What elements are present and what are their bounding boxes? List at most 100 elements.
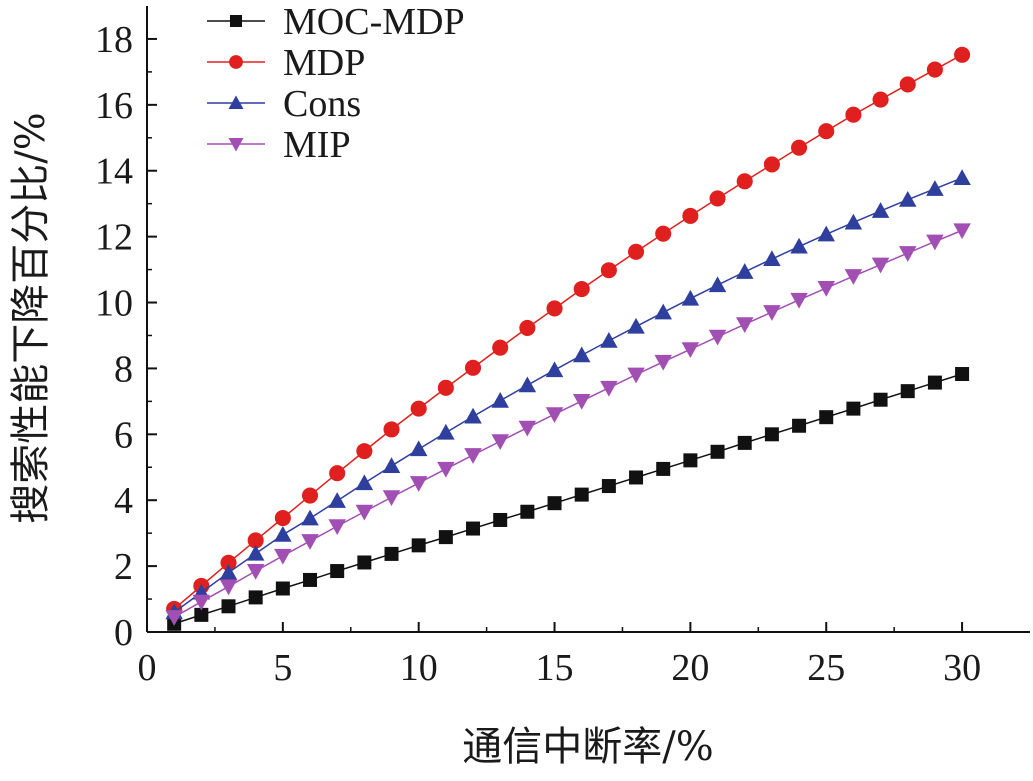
data-point xyxy=(654,303,672,320)
y-tick-label: 8 xyxy=(114,348,133,390)
x-axis-title: 通信中断率/% xyxy=(462,724,713,770)
data-point xyxy=(763,156,780,173)
data-point xyxy=(194,607,209,622)
data-point xyxy=(819,410,834,425)
data-point xyxy=(221,599,236,614)
data-point xyxy=(247,532,264,549)
data-point xyxy=(710,444,725,459)
data-point xyxy=(491,434,509,450)
data-point xyxy=(792,418,807,433)
data-point xyxy=(464,448,482,464)
series-moc-mdp xyxy=(167,367,970,631)
legend-label: MOC-MDP xyxy=(283,1,465,43)
data-point xyxy=(275,581,290,596)
data-point xyxy=(545,361,564,378)
data-point xyxy=(383,421,400,438)
x-axis-ticks: 0 5 10 15 20 25 30 xyxy=(138,622,981,689)
data-point xyxy=(355,474,374,491)
data-point xyxy=(329,465,346,482)
data-point xyxy=(735,317,754,334)
data-point xyxy=(817,281,835,297)
data-point xyxy=(955,367,970,382)
data-point xyxy=(301,509,319,526)
data-point xyxy=(493,512,508,527)
data-point xyxy=(871,257,890,274)
data-point xyxy=(898,190,917,207)
legend-item: MOC-MDP xyxy=(207,1,465,43)
series-line xyxy=(173,229,963,618)
data-point xyxy=(464,407,482,424)
data-point xyxy=(735,263,754,279)
data-point xyxy=(410,400,427,417)
legend-label: MIP xyxy=(283,124,351,166)
data-point xyxy=(899,76,916,93)
data-point xyxy=(845,106,862,123)
data-point xyxy=(518,376,537,393)
data-point xyxy=(303,572,318,587)
data-point xyxy=(682,207,699,224)
data-point xyxy=(519,319,536,336)
x-tick-label: 15 xyxy=(536,647,574,689)
data-point xyxy=(818,123,835,140)
data-point xyxy=(356,443,373,460)
data-point xyxy=(683,453,698,468)
data-point xyxy=(790,292,808,309)
y-axis-ticks: 0 2 4 6 8 10 12 14 16 18 xyxy=(95,19,157,654)
data-point xyxy=(601,479,616,494)
data-point xyxy=(844,213,863,230)
data-point xyxy=(328,492,346,508)
y-tick-label: 16 xyxy=(95,85,133,127)
data-point xyxy=(547,496,562,511)
data-point xyxy=(572,394,591,410)
data-point xyxy=(466,521,481,536)
data-point xyxy=(681,289,700,306)
data-point xyxy=(520,504,535,519)
data-point xyxy=(627,367,645,384)
data-point xyxy=(274,548,292,565)
y-tick-label: 4 xyxy=(114,480,133,522)
data-point xyxy=(545,407,564,423)
series-mip xyxy=(165,223,971,626)
data-point xyxy=(763,250,781,267)
data-point xyxy=(491,391,509,408)
data-point xyxy=(330,564,345,579)
legend-marker xyxy=(228,138,244,152)
data-point xyxy=(301,534,319,550)
data-point xyxy=(764,427,779,442)
data-point xyxy=(165,610,183,626)
data-point xyxy=(600,331,618,348)
legend-marker xyxy=(229,55,243,69)
data-point xyxy=(926,180,944,196)
data-point xyxy=(656,461,671,476)
data-point xyxy=(627,317,645,334)
data-point xyxy=(546,300,563,317)
y-tick-label: 6 xyxy=(114,414,133,456)
data-point xyxy=(328,519,346,535)
data-point xyxy=(873,392,888,407)
data-point xyxy=(654,354,672,371)
data-point xyxy=(492,339,509,356)
legend-label: MDP xyxy=(283,42,365,84)
data-point xyxy=(219,563,238,580)
data-point xyxy=(220,554,237,571)
data-point xyxy=(791,139,808,156)
x-tick-label: 30 xyxy=(943,647,981,689)
data-point xyxy=(953,169,971,185)
x-tick-label: 10 xyxy=(400,647,438,689)
y-tick-label: 18 xyxy=(95,19,133,61)
data-point xyxy=(681,342,700,359)
data-point xyxy=(518,420,537,437)
data-point xyxy=(627,243,645,260)
data-point xyxy=(274,509,291,527)
x-tick-label: 5 xyxy=(273,647,292,689)
data-point xyxy=(846,401,861,416)
data-point xyxy=(382,457,401,473)
data-point xyxy=(790,237,808,254)
data-point xyxy=(411,538,426,553)
series-mdp xyxy=(166,46,971,617)
data-point xyxy=(763,305,781,321)
data-point xyxy=(600,380,618,397)
data-point xyxy=(438,530,453,545)
